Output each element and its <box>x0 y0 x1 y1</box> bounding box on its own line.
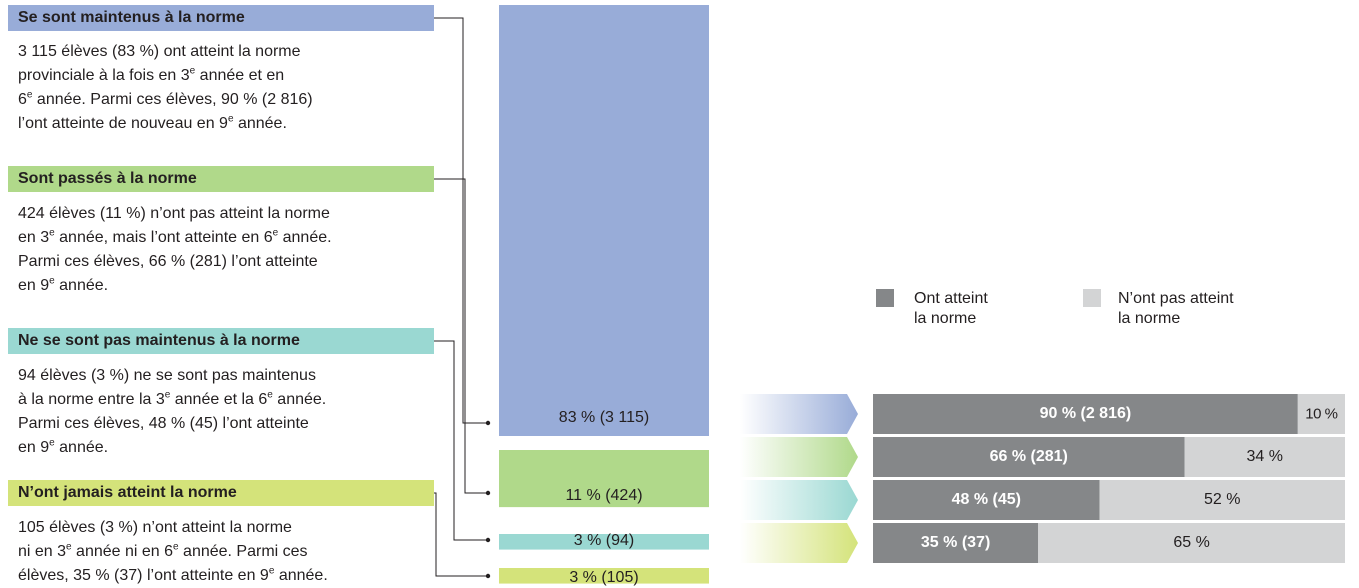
column-bar-label-3: 3 % (105) <box>569 569 639 586</box>
column-bar-0 <box>499 5 709 436</box>
category-1-header: Sont passés à la norme <box>8 166 434 192</box>
column-bar-label-1: 11 % (424) <box>565 487 643 504</box>
column-bar-2 <box>499 534 709 550</box>
connector-dot-2 <box>485 537 491 543</box>
stacked-bar-not-achieved-3 <box>1038 523 1345 563</box>
stacked-bar-not-achieved-0 <box>1297 394 1345 434</box>
category-1-description: 424 élèves (11 %) n’ont pas atteint la n… <box>18 205 332 294</box>
stacked-label-achieved-3: 35 % (37) <box>920 534 991 551</box>
category-3-description: 105 élèves (3 %) n’ont atteint la norme n… <box>18 519 328 584</box>
legend-swatch-achieved <box>876 289 894 307</box>
stacked-bar-achieved-1 <box>873 437 1185 477</box>
connector-line-2 <box>434 340 487 541</box>
stacked-label-not-achieved-2: 52 % <box>1204 491 1241 508</box>
row-arrow-0 <box>740 394 858 434</box>
category-2-description: 94 élèves (3 %) ne se sont pas maintenus… <box>18 367 327 456</box>
category-0-header: Se sont maintenus à la norme <box>8 5 434 31</box>
column-bar-label-2: 3 % (94) <box>573 532 635 549</box>
column-bar-1 <box>499 450 709 508</box>
stacked-label-not-achieved-3: 65 % <box>1173 534 1210 551</box>
stacked-label-achieved-0: 90 % (2 816) <box>1039 405 1132 422</box>
stacked-label-achieved-2: 48 % (45) <box>951 491 1021 508</box>
row-arrow-1 <box>740 437 858 477</box>
connector-line-0 <box>434 17 487 424</box>
row-arrow-3 <box>740 523 858 563</box>
connector-dot-1 <box>485 490 491 496</box>
connector-line-1 <box>434 178 487 494</box>
stacked-bar-achieved-2 <box>873 480 1100 520</box>
category-0-description: 3 115 élèves (83 %) ont atteint la norme… <box>18 43 313 132</box>
stacked-bar-achieved-0 <box>873 394 1298 434</box>
stacked-bar-achieved-3 <box>873 523 1039 563</box>
stacked-bar-not-achieved-2 <box>1099 480 1345 520</box>
column-bar-label-0: 83 % (3 115) <box>558 409 650 426</box>
legend-swatch-not-achieved <box>1083 289 1101 307</box>
legend-label-achieved: Ont atteint la norme <box>914 290 988 327</box>
stacked-label-not-achieved-1: 34 % <box>1246 448 1283 465</box>
connector-dot-3 <box>485 573 491 579</box>
legend-label-not-achieved: N’ont pas atteint la norme <box>1118 290 1234 327</box>
stacked-bar-not-achieved-1 <box>1184 437 1345 477</box>
row-arrow-2 <box>740 480 858 520</box>
stacked-label-not-achieved-0: 10 % <box>1305 405 1338 423</box>
category-3-header: N’ont jamais atteint la norme <box>8 480 434 506</box>
column-bar-3 <box>499 568 709 584</box>
connector-dot-0 <box>485 420 491 426</box>
category-2-header: Ne se sont pas maintenus à la norme <box>8 328 434 354</box>
stacked-label-achieved-1: 66 % (281) <box>989 448 1068 465</box>
connector-line-3 <box>434 492 487 577</box>
